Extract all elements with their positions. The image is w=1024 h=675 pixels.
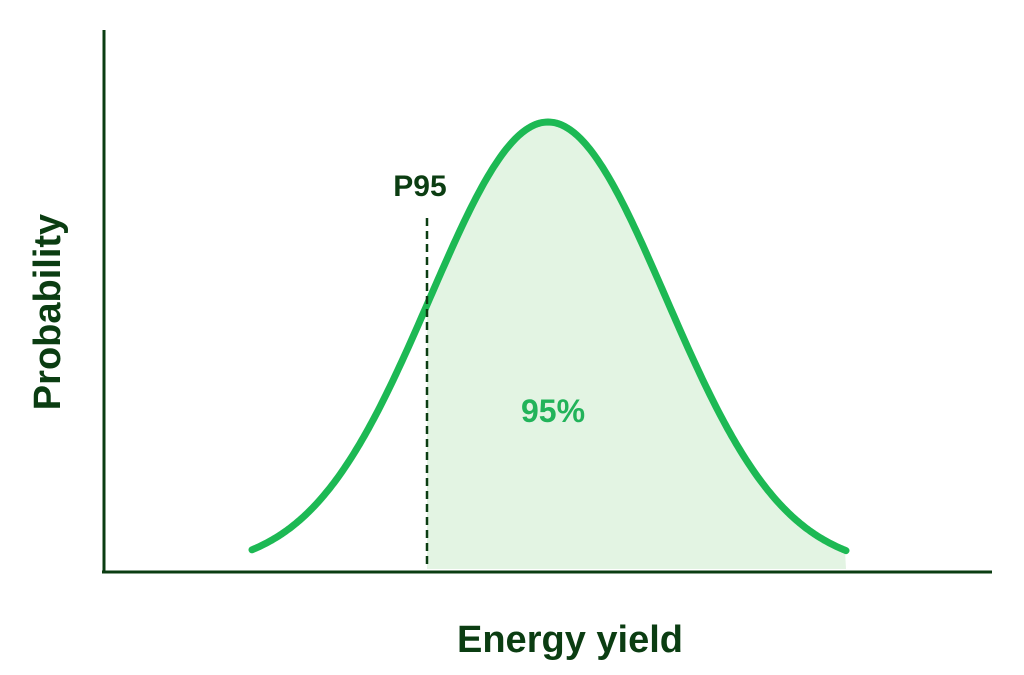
x-axis-label: Energy yield <box>457 619 683 661</box>
probability-curve <box>248 118 850 555</box>
shaded-area-95 <box>427 122 846 569</box>
y-axis-label: Probability <box>27 214 69 410</box>
shaded-area-label: 95% <box>521 393 585 429</box>
p95-marker-label: P95 <box>393 170 446 203</box>
